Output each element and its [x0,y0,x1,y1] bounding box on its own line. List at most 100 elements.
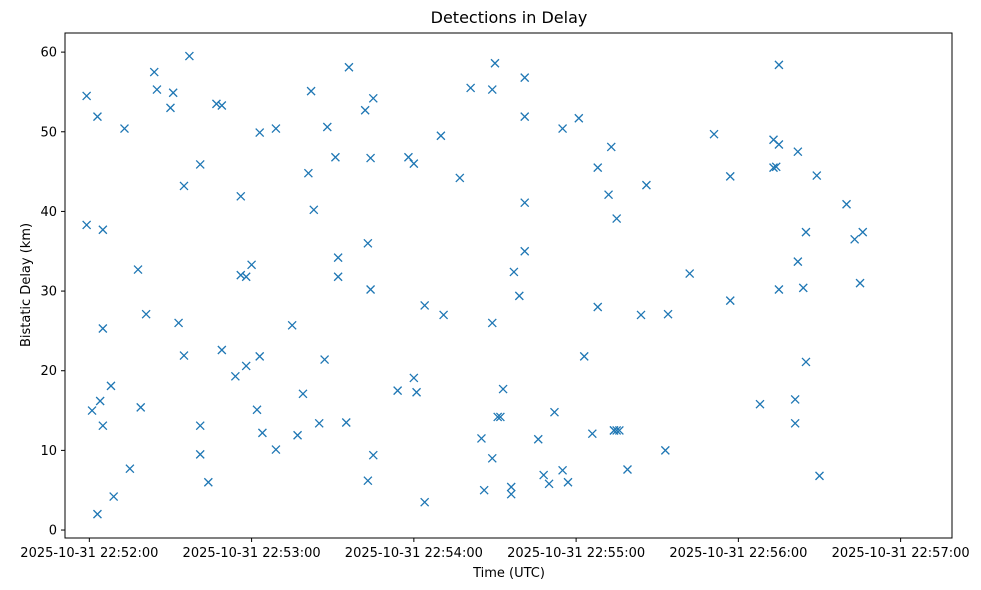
data-point-marker [298,389,308,399]
data-point-marker [360,105,370,115]
data-point-marker [314,418,324,428]
data-point-marker [271,445,281,455]
data-point-marker [544,479,554,489]
data-point-marker [179,181,189,191]
data-point-marker [409,159,419,169]
data-point-marker [520,246,530,256]
data-point-marker [344,62,354,72]
x-tick-label: 2025-10-31 22:52:00 [20,546,158,561]
data-point-marker [393,386,403,396]
data-point-marker [87,406,97,416]
x-tick-label: 2025-10-31 22:54:00 [345,546,483,561]
data-point-marker [793,257,803,267]
data-point-marker [320,355,330,365]
y-tick-label: 50 [40,125,57,140]
data-point-marker [506,489,516,499]
y-tick-label: 20 [40,364,57,379]
data-point-marker [850,234,860,244]
data-point-marker [479,485,489,495]
data-point-marker [533,434,543,444]
data-point-marker [195,159,205,169]
data-point-marker [815,471,824,481]
data-point-marker [563,477,573,487]
data-point-marker [179,351,189,361]
data-point-marker [152,85,162,95]
y-axis-label: Bistatic Delay (km) [19,223,34,347]
data-point-marker [120,124,129,134]
data-point-marker [439,310,449,320]
data-point-marker [255,351,265,361]
data-point-marker [236,270,246,280]
data-point-marker [403,152,413,162]
data-point-marker [812,171,822,181]
data-point-marker [363,476,373,486]
data-point-marker [92,509,102,519]
data-point-marker [125,464,135,474]
data-point-marker [641,180,651,190]
data-points [82,51,868,519]
data-point-marker [490,58,500,68]
data-point-marker [455,173,465,183]
data-point-marker [520,198,530,208]
data-point-marker [174,318,184,328]
data-point-marker [82,220,92,230]
data-point-marker [606,142,616,152]
data-point-marker [133,265,143,275]
data-point-marker [774,60,784,70]
data-point-marker [593,302,603,312]
data-point-marker [539,470,549,480]
data-point-marker [487,85,497,95]
data-point-marker [498,384,508,394]
data-point-marker [790,418,800,428]
data-point-marker [368,93,378,103]
data-point-marker [203,477,213,487]
data-point-marker [303,168,313,178]
data-point-marker [466,83,476,93]
data-point-marker [368,450,378,460]
data-point-marker [636,310,646,320]
data-point-marker [487,453,497,463]
data-point-marker [333,253,343,263]
data-point-marker [614,426,624,435]
data-point-marker [487,318,497,328]
data-point-marker [612,426,622,435]
data-point-marker [612,214,622,224]
data-point-marker [420,300,430,310]
x-tick-label: 2025-10-31 22:55:00 [507,546,645,561]
data-point-marker [195,449,205,459]
data-point-marker [236,191,246,201]
data-point-marker [217,345,227,355]
data-point-marker [287,320,297,330]
data-point-marker [363,238,373,248]
data-point-marker [579,351,589,361]
data-point-marker [660,445,670,455]
data-point-marker [366,285,376,294]
data-point-marker [771,162,781,172]
data-point-marker [92,112,102,122]
data-point-marker [136,402,146,412]
x-axis: 2025-10-31 22:52:00 2025-10-31 22:53:00 20… [20,538,970,561]
data-point-marker [330,152,340,162]
y-tick-label: 30 [40,285,57,300]
data-point-marker [574,113,584,123]
data-point-marker [550,407,559,417]
data-point-marker [141,309,151,319]
y-axis: 0 10 20 30 40 50 60 [40,46,65,539]
data-point-marker [184,51,194,61]
data-point-marker [842,199,851,209]
data-point-marker [493,412,503,422]
data-point-marker [801,227,811,237]
data-point-marker [774,140,784,149]
data-point-marker [801,357,811,367]
data-point-marker [366,153,376,163]
data-point-marker [257,428,267,438]
x-axis-label: Time (UTC) [472,566,545,581]
data-point-marker [685,269,695,279]
data-point-marker [333,272,343,282]
data-point-marker [623,465,632,474]
data-point-marker [604,190,614,200]
x-tick-label: 2025-10-31 22:53:00 [183,546,321,561]
data-point-marker [855,278,865,288]
x-tick-label: 2025-10-31 22:56:00 [669,546,807,561]
